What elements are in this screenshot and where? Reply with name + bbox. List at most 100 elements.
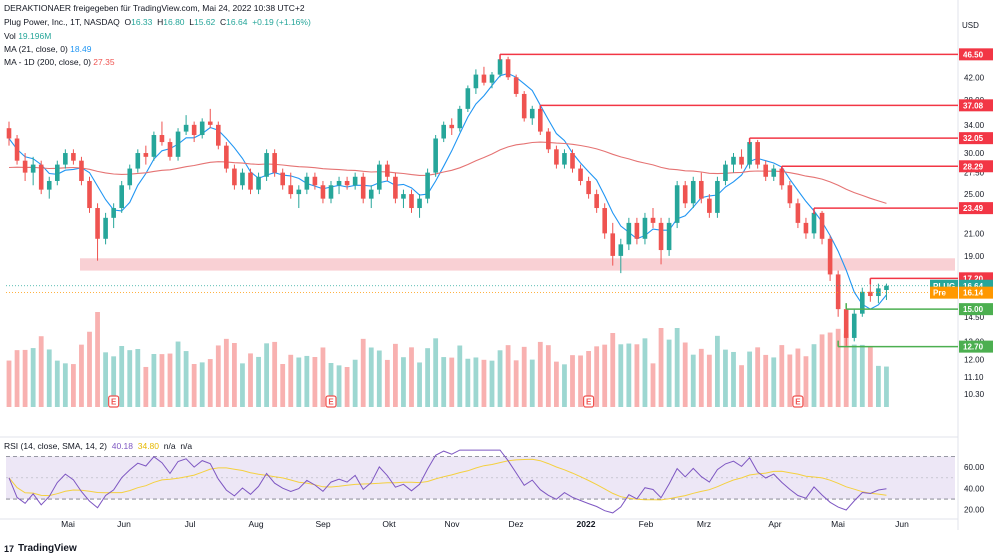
candle-body[interactable] (159, 135, 165, 143)
candle-body[interactable] (860, 291, 865, 314)
candle-body[interactable] (46, 180, 52, 190)
candle-body[interactable] (417, 198, 422, 209)
candle-body[interactable] (505, 59, 511, 78)
candle-body[interactable] (183, 124, 189, 132)
candle-body[interactable] (22, 160, 28, 173)
candle-body[interactable] (175, 131, 181, 157)
candle-body[interactable] (199, 121, 205, 136)
candle-body[interactable] (425, 172, 430, 199)
candle-body[interactable] (191, 124, 197, 136)
candle-body[interactable] (207, 121, 213, 125)
candle-body[interactable] (103, 217, 108, 239)
candle-body[interactable] (336, 180, 342, 186)
candle-body[interactable] (586, 180, 591, 195)
candle-body[interactable] (674, 185, 680, 223)
candle-body[interactable] (529, 108, 535, 119)
candle-body[interactable] (843, 309, 849, 338)
candle-body[interactable] (747, 142, 752, 165)
candle-body[interactable] (876, 288, 881, 297)
candle-body[interactable] (682, 185, 688, 204)
candle-body[interactable] (111, 208, 116, 218)
candle-body[interactable] (360, 176, 366, 199)
candle-body[interactable] (264, 153, 269, 177)
candle-body[interactable] (30, 164, 36, 173)
candle-body[interactable] (763, 164, 768, 177)
candle-body[interactable] (690, 180, 696, 204)
candle-body[interactable] (216, 124, 221, 146)
candle-body[interactable] (570, 153, 575, 169)
candle-body[interactable] (119, 185, 124, 209)
candle-body[interactable] (393, 176, 398, 199)
candle-body[interactable] (787, 185, 793, 204)
candle-body[interactable] (489, 74, 495, 83)
candle-body[interactable] (739, 156, 744, 165)
candle-body[interactable] (699, 180, 704, 199)
candle-body[interactable] (795, 203, 801, 223)
candle-body[interactable] (707, 198, 712, 213)
candle-body[interactable] (521, 93, 527, 119)
candle-body[interactable] (441, 124, 446, 139)
candle-body[interactable] (634, 222, 640, 239)
candle-body[interactable] (513, 77, 519, 94)
candle-body[interactable] (288, 185, 294, 195)
candle-body[interactable] (368, 189, 374, 199)
candle-body[interactable] (248, 172, 253, 190)
ma200-legend[interactable]: MA - 1D (200, close, 0) 27.35 (4, 57, 115, 67)
candle-body[interactable] (723, 164, 728, 181)
candle-body[interactable] (280, 172, 285, 186)
candle-body[interactable] (755, 142, 760, 165)
candle-body[interactable] (538, 108, 543, 132)
candle-body[interactable] (610, 233, 616, 256)
candle-body[interactable] (240, 172, 245, 186)
candle-body[interactable] (55, 164, 60, 181)
candle-body[interactable] (851, 313, 857, 338)
candle-body[interactable] (457, 108, 463, 129)
candle-body[interactable] (650, 217, 656, 223)
candle-body[interactable] (95, 208, 100, 239)
candle-body[interactable] (6, 128, 12, 139)
candle-body[interactable] (465, 88, 471, 109)
candle-body[interactable] (272, 153, 277, 173)
candle-body[interactable] (884, 285, 889, 291)
candle-body[interactable] (320, 185, 326, 199)
candle-body[interactable] (554, 149, 559, 165)
candle-body[interactable] (63, 153, 68, 165)
candle-body[interactable] (143, 153, 149, 157)
candle-body[interactable] (401, 194, 406, 199)
candle-body[interactable] (497, 59, 503, 75)
candle-body[interactable] (602, 208, 607, 234)
candle-body[interactable] (224, 145, 229, 169)
candle-body[interactable] (127, 168, 133, 186)
earnings-marker[interactable] (792, 395, 804, 408)
rsi-legend[interactable]: RSI (14, close, SMA, 14, 2) 40.18 34.80 … (4, 441, 192, 451)
candle-body[interactable] (819, 212, 825, 239)
tradingview-footer[interactable]: 17 TradingView (4, 543, 77, 554)
symbol-info-line[interactable]: Plug Power, Inc., 1T, NASDAQ O16.33 H16.… (4, 17, 311, 27)
candle-body[interactable] (811, 212, 817, 234)
candle-body[interactable] (296, 189, 302, 195)
candle-body[interactable] (594, 194, 599, 209)
candle-body[interactable] (385, 164, 390, 177)
candle-body[interactable] (135, 153, 141, 169)
candle-body[interactable] (328, 185, 334, 199)
candle-body[interactable] (481, 74, 487, 83)
candle-body[interactable] (618, 244, 624, 256)
candle-body[interactable] (87, 180, 92, 209)
candle-body[interactable] (433, 138, 438, 173)
candle-body[interactable] (377, 164, 382, 190)
earnings-marker[interactable] (108, 395, 120, 408)
candle-body[interactable] (803, 222, 809, 234)
candle-body[interactable] (827, 238, 833, 275)
candle-body[interactable] (38, 164, 44, 190)
earnings-marker[interactable] (582, 395, 595, 408)
candle-body[interactable] (256, 176, 261, 190)
candle-body[interactable] (642, 217, 648, 239)
candle-body[interactable] (562, 153, 567, 165)
candle-body[interactable] (312, 176, 318, 186)
earnings-marker[interactable] (325, 395, 337, 408)
candle-body[interactable] (14, 138, 20, 161)
candle-body[interactable] (578, 168, 583, 181)
volume-legend[interactable]: Vol 19.196M (4, 31, 51, 41)
candle-body[interactable] (344, 180, 350, 186)
candle-body[interactable] (666, 222, 672, 251)
